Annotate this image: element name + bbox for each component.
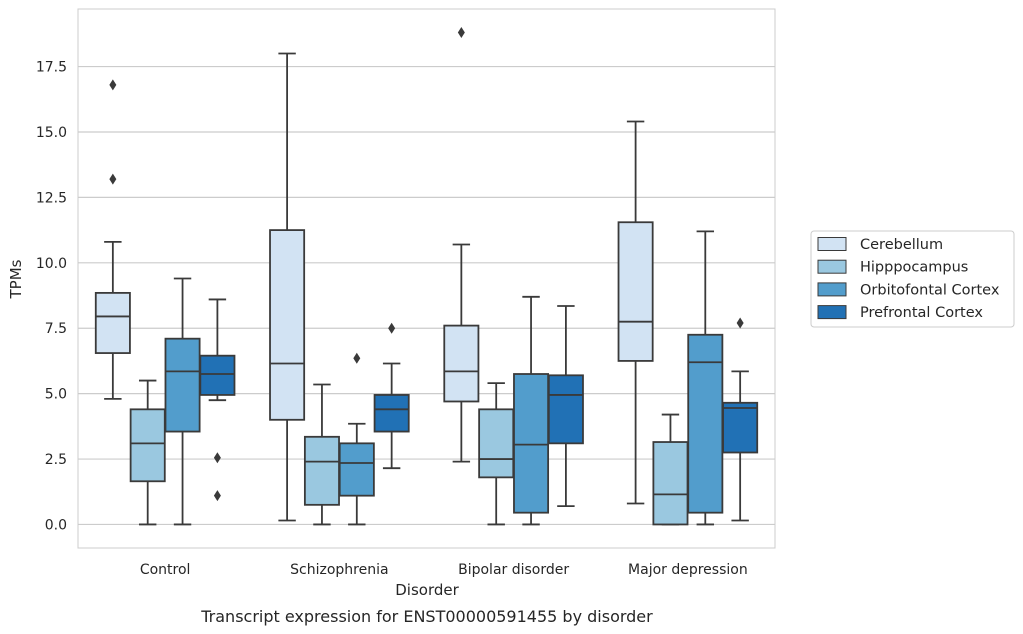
box-body	[269, 229, 306, 421]
box-3-1	[443, 27, 480, 463]
box-body	[652, 441, 689, 526]
legend-swatch	[817, 282, 847, 297]
box-body	[338, 442, 375, 497]
box-4-2	[652, 413, 689, 526]
outlier-point	[736, 317, 744, 329]
y-tick-label: 5.0	[45, 387, 67, 403]
box-body	[199, 354, 236, 396]
box-1-4	[199, 298, 236, 502]
box-body	[164, 337, 201, 433]
outlier-point	[213, 490, 221, 502]
y-tick-label: 15.0	[36, 125, 67, 141]
box-2-4	[373, 322, 410, 470]
box-body	[129, 408, 166, 483]
box-4-3	[687, 230, 724, 526]
y-tick-label: 2.5	[45, 452, 67, 468]
y-axis-ticks: 0.0 2.5 5.0 7.5 10.0 12.5 15.0 17.5	[36, 60, 67, 534]
box-3-3	[513, 295, 550, 526]
legend-label: Orbitofontal Cortex	[860, 282, 1000, 298]
legend-label: Cerebellum	[860, 237, 943, 253]
legend-swatch	[817, 259, 847, 274]
plot-frame	[77, 8, 776, 549]
x-tick-label: Schizophrenia	[290, 562, 388, 578]
box-body	[687, 333, 724, 514]
box-1-2	[129, 379, 166, 526]
box-body	[303, 435, 340, 506]
box-groups	[94, 27, 759, 526]
legend-label: Hipppocampus	[860, 260, 968, 276]
box-body	[547, 374, 584, 445]
box-2-2	[303, 383, 340, 526]
y-tick-label: 12.5	[36, 190, 67, 206]
legend: Cerebellum Hipppocampus Orbitofontal Corte…	[810, 230, 1015, 328]
box-2-1	[269, 52, 306, 522]
box-4-1	[617, 120, 654, 505]
box-body	[443, 324, 480, 403]
legend-items: Cerebellum Hipppocampus Orbitofontal Corte…	[817, 237, 1000, 321]
x-tick-label: Control	[140, 562, 191, 578]
legend-swatch	[817, 237, 847, 251]
y-tick-label: 7.5	[45, 321, 67, 337]
legend-label: Prefrontal Cortex	[860, 305, 983, 321]
box-body	[722, 401, 759, 454]
x-axis-ticks: Control Schizophrenia Bipolar disorder Majo…	[140, 562, 748, 578]
legend-frame	[810, 230, 1015, 328]
box-body	[94, 291, 131, 354]
chart-caption: Transcript expression for ENST0000059145…	[200, 607, 653, 626]
outlier-point	[388, 322, 396, 334]
box-body	[513, 373, 550, 514]
outlier-point	[353, 352, 361, 364]
box-body	[478, 408, 515, 479]
x-axis-title: Disorder	[395, 581, 459, 599]
outlier-point	[457, 27, 465, 39]
outlier-point	[213, 452, 221, 464]
y-axis-title: TPMs	[7, 259, 25, 299]
box-1-1	[94, 79, 131, 400]
box-3-2	[478, 382, 515, 526]
box-body	[617, 221, 654, 362]
x-tick-label: Major depression	[628, 562, 748, 578]
box-1-3	[164, 277, 201, 526]
y-tick-label: 17.5	[36, 60, 67, 76]
box-2-3	[338, 352, 375, 526]
outlier-point	[109, 173, 117, 185]
legend-swatch	[817, 305, 847, 320]
x-tick-label: Bipolar disorder	[458, 562, 569, 578]
y-tick-label: 10.0	[36, 256, 67, 272]
box-3-4	[547, 305, 584, 508]
box-4-4	[722, 317, 759, 522]
outlier-point	[109, 79, 117, 91]
y-tick-label: 0.0	[45, 517, 67, 533]
box-body	[373, 394, 410, 433]
